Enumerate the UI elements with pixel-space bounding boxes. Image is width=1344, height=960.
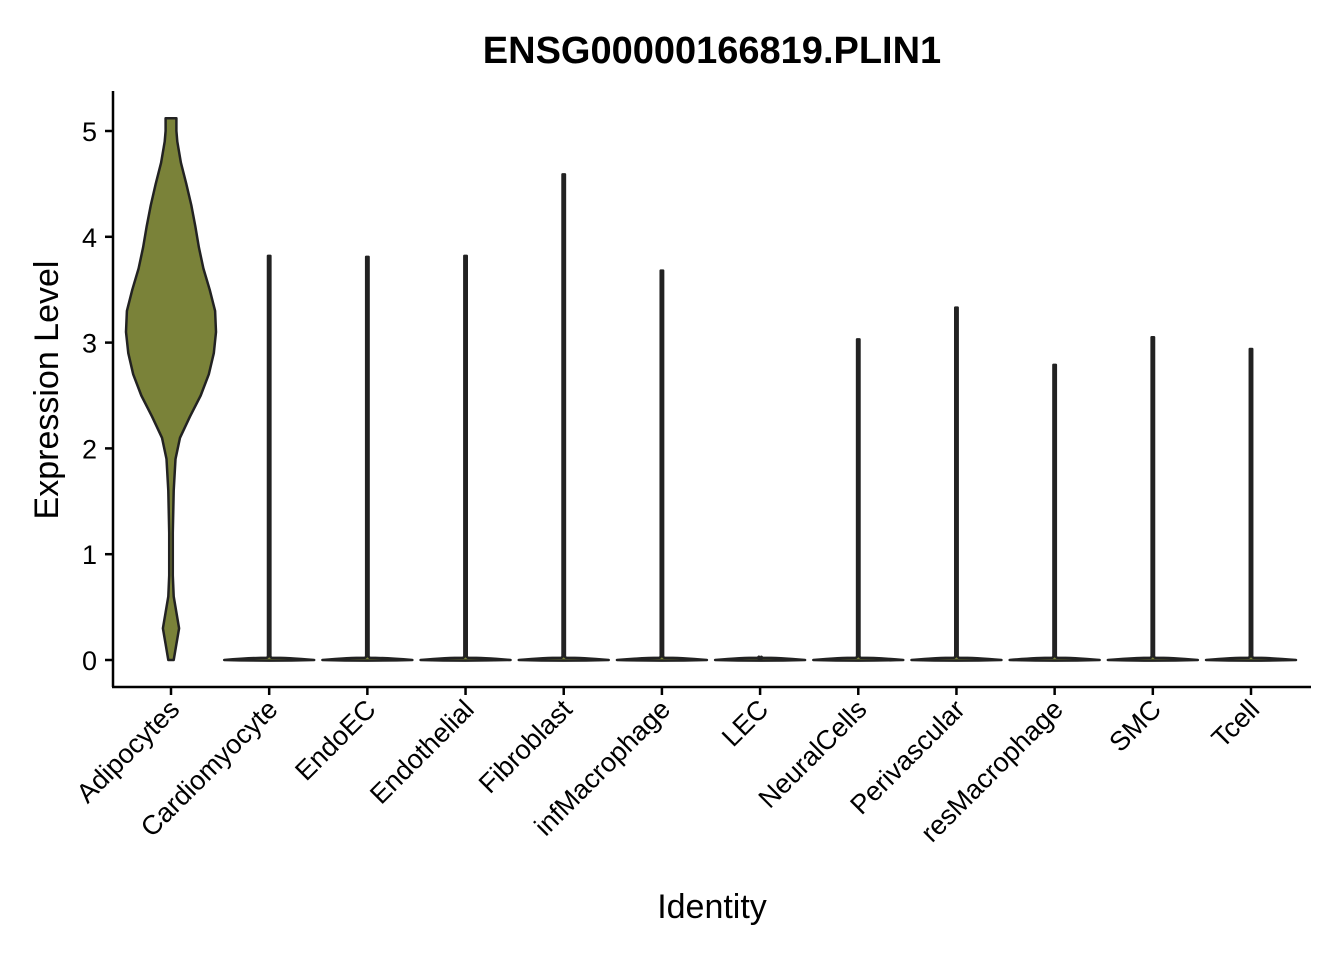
violin-smc [1106, 336, 1200, 662]
chart-title: ENSG00000166819.PLIN1 [483, 30, 941, 72]
violin-lec [713, 655, 807, 662]
violin-neuralcells [812, 338, 905, 662]
y-tick-label: 1 [82, 540, 97, 570]
violin-endothelial [419, 254, 512, 662]
x-tick-label: Fibroblast [473, 694, 578, 799]
x-tick-label: EndoEC [289, 694, 381, 786]
y-axis-ticks: 0 1 2 3 4 5 [82, 117, 113, 676]
violin-endoec [321, 255, 414, 662]
y-tick-label: 0 [82, 646, 97, 676]
y-tick-label: 3 [82, 329, 97, 359]
violin-infmacrophage [615, 269, 709, 662]
y-axis-title: Expression Level [28, 261, 66, 520]
x-tick-label: Endothelial [364, 694, 480, 810]
violin-fibroblast [517, 173, 610, 662]
x-axis-title: Identity [657, 888, 767, 926]
violin-tcell [1204, 347, 1298, 662]
y-tick-label: 5 [82, 117, 97, 147]
violin-perivascular [910, 306, 1003, 662]
violin-adipocytes [124, 117, 218, 662]
x-tick-label: SMC [1103, 694, 1167, 758]
violin-cardiomyocyte [222, 254, 316, 662]
violin-group [124, 117, 1298, 662]
y-tick-label: 2 [82, 434, 97, 464]
x-tick-label: LEC [716, 694, 774, 752]
violin-resmacrophage [1008, 363, 1101, 662]
y-tick-label: 4 [82, 223, 97, 253]
x-tick-label: Tcell [1206, 694, 1265, 753]
